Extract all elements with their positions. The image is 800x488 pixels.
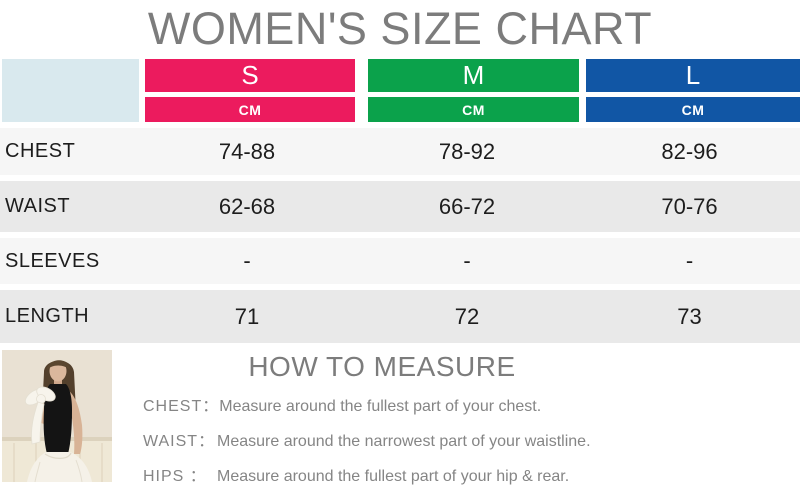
how-to-measure-heading: HOW TO MEASURE (248, 351, 516, 382)
table-row-sleeves: SLEEVES - - - (0, 238, 800, 284)
measure-instruction-hips: HIPS ： Measure around the fullest part of… (143, 465, 621, 488)
size-header-l: L (586, 59, 800, 92)
page-title: WOMEN'S SIZE CHART (147, 2, 653, 54)
unit-cell-l: CM (586, 97, 800, 122)
waist-value-m: 66-72 (438, 193, 496, 219)
title-bar: WOMEN'S SIZE CHART (0, 0, 800, 56)
measure-label: CHEST： (143, 398, 220, 415)
measure-text: Measure around the fullest part of your … (217, 468, 570, 485)
waist-value-s: 62-68 (218, 193, 276, 219)
corner-cell (2, 59, 139, 122)
sleeves-value-l: - (685, 248, 694, 273)
model-photo (2, 350, 112, 482)
chest-value-l: 82-96 (661, 138, 718, 164)
unit-cell-m: CM (368, 97, 579, 122)
unit-cell-s: CM (145, 97, 355, 122)
chest-value-s: 74-88 (218, 138, 276, 164)
row-label: WAIST (5, 195, 71, 217)
measure-label: WAIST： (143, 433, 216, 450)
measure-text: Measure around the fullest part of your … (219, 398, 542, 415)
row-label: LENGTH (5, 305, 90, 327)
how-to-measure-section: HOW TO MEASURE CHEST：Measure around the … (0, 350, 800, 488)
measure-label: HIPS ： (143, 468, 207, 485)
length-value-m: 72 (454, 303, 480, 329)
length-value-l: 73 (677, 303, 702, 329)
chest-value-m: 78-92 (438, 138, 496, 164)
waist-value-l: 70-76 (661, 193, 718, 219)
table-row-chest: CHEST 74-88 78-92 82-96 (0, 128, 800, 175)
measure-text: Measure around the narrowest part of you… (217, 433, 591, 450)
size-chart-header: S M L CM CM CM (0, 59, 800, 122)
size-header-m: M (368, 59, 579, 92)
row-label: CHEST (5, 140, 76, 162)
length-value-s: 71 (234, 303, 260, 329)
sleeves-value-s: - (243, 248, 251, 273)
measure-instruction-waist: WAIST： Measure around the narrowest part … (143, 430, 621, 453)
size-header-s: S (145, 59, 355, 92)
measure-content: HOW TO MEASURE CHEST：Measure around the … (143, 350, 621, 488)
sleeves-value-m: - (463, 248, 471, 273)
measure-instruction-chest: CHEST：Measure around the fullest part of… (143, 395, 621, 418)
row-label: SLEEVES (5, 249, 100, 272)
table-row-waist: WAIST 62-68 66-72 70-76 (0, 181, 800, 232)
table-row-length: LENGTH 71 72 73 (0, 290, 800, 343)
